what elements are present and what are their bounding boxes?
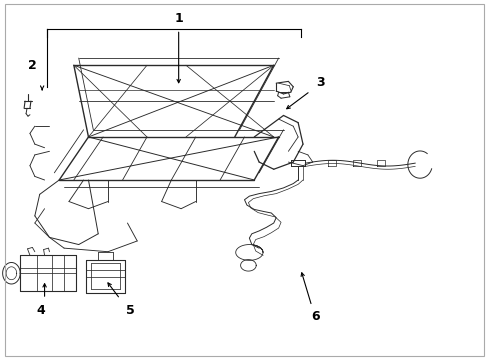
Text: 5: 5 bbox=[126, 304, 135, 317]
Text: 3: 3 bbox=[315, 76, 324, 89]
Text: 4: 4 bbox=[36, 304, 45, 317]
Text: 6: 6 bbox=[310, 310, 319, 323]
Text: 2: 2 bbox=[28, 59, 37, 72]
Text: 1: 1 bbox=[174, 12, 183, 25]
